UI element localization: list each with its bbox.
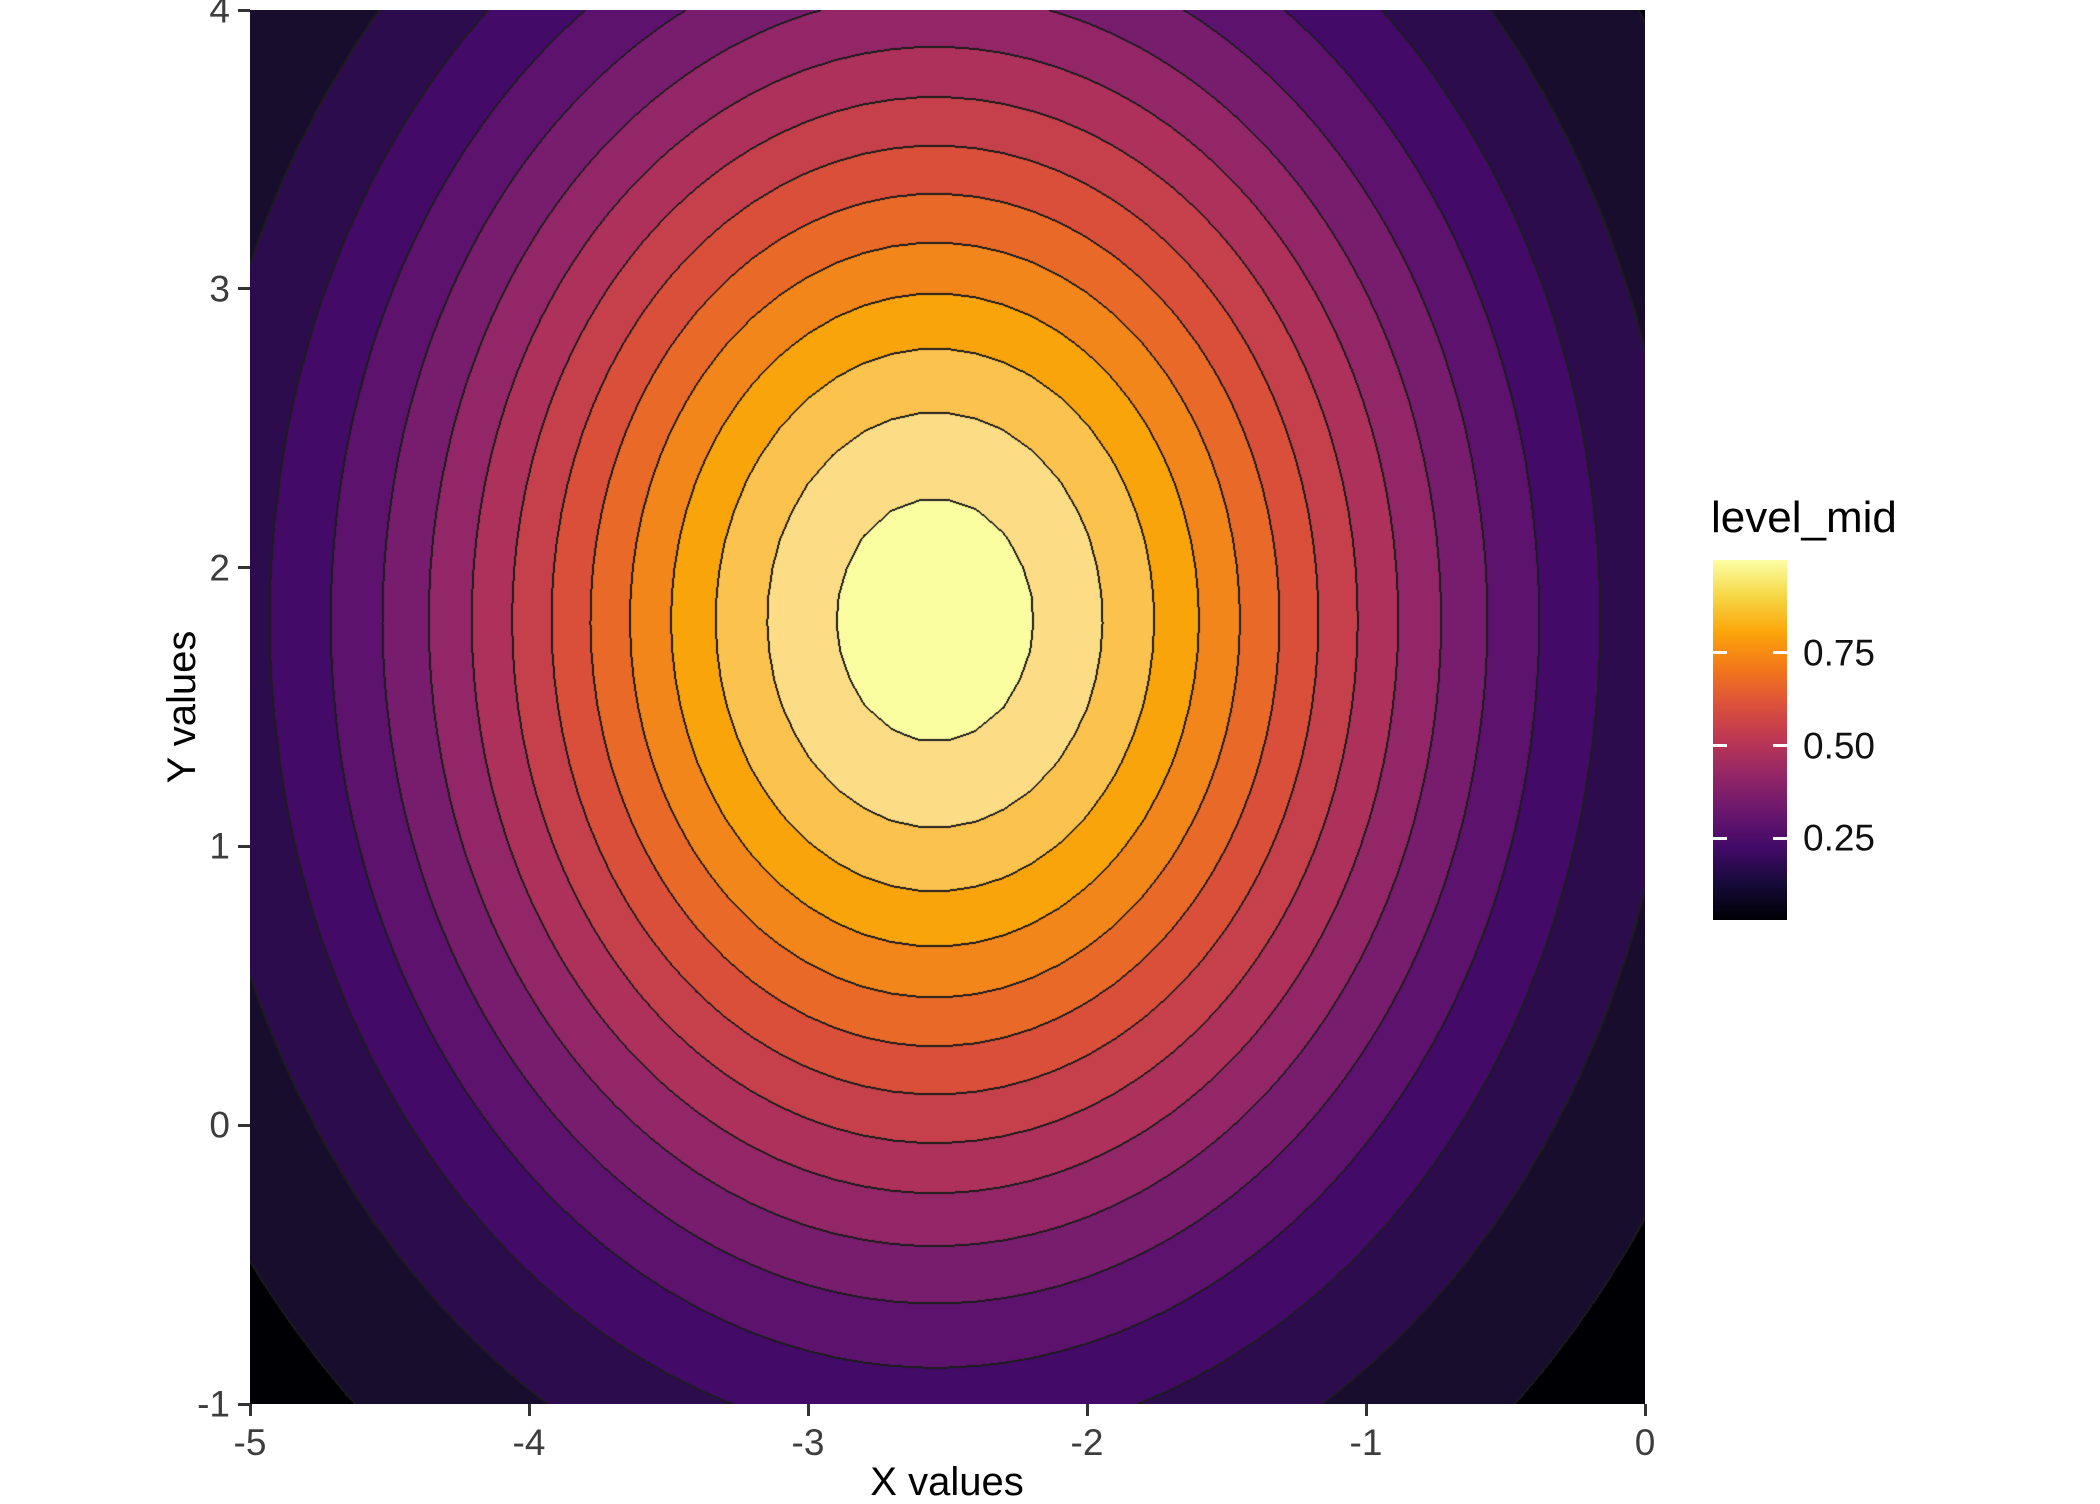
legend-tick-dash (1773, 836, 1787, 840)
y-tick-label: 2 (209, 547, 230, 589)
y-tick-mark (238, 844, 250, 848)
x-tick-label: 0 (1634, 1422, 1656, 1463)
legend-tick-label: 0.25 (1803, 817, 1876, 859)
y-tick-mark (238, 8, 250, 12)
contour-plot-canvas (250, 10, 1645, 1404)
y-tick-label: 1 (209, 825, 230, 867)
x-tick-mark (248, 1404, 252, 1416)
x-axis-title: X values (870, 1460, 1024, 1504)
y-tick-label: 4 (209, 0, 230, 31)
x-tick-label: -5 (233, 1422, 267, 1463)
x-tick-mark (1085, 1404, 1089, 1416)
legend-tick-dash (1773, 744, 1787, 748)
y-tick-mark (238, 566, 250, 570)
legend-title: level_mid (1711, 493, 1897, 542)
y-tick-mark (238, 287, 250, 291)
x-tick-mark (1643, 1404, 1647, 1416)
x-tick-label: -4 (512, 1422, 546, 1463)
legend-tick-label: 0.75 (1803, 632, 1876, 674)
y-tick-label: 0 (209, 1104, 230, 1146)
x-tick-mark (1364, 1404, 1368, 1416)
y-tick-label: 3 (209, 268, 230, 310)
legend-tick-dash (1713, 744, 1727, 748)
legend-tick-dash (1713, 836, 1727, 840)
y-tick-label: -1 (197, 1383, 230, 1425)
x-tick-label: -3 (791, 1422, 825, 1463)
x-tick-label: -2 (1070, 1422, 1104, 1463)
x-tick-label: -1 (1349, 1422, 1383, 1463)
x-tick-mark (527, 1404, 531, 1416)
legend-colorbar (1713, 560, 1787, 920)
y-axis-title: Y values (160, 630, 204, 784)
y-tick-mark (238, 1402, 250, 1406)
legend-tick-dash (1773, 651, 1787, 655)
x-tick-mark (806, 1404, 810, 1416)
legend-tick-label: 0.50 (1803, 725, 1876, 767)
legend-tick-dash (1713, 651, 1727, 655)
y-tick-mark (238, 1123, 250, 1127)
